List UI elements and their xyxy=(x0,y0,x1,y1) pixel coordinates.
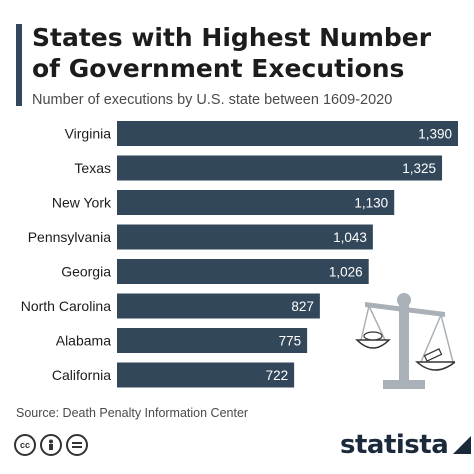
category-label: Texas xyxy=(74,160,111,176)
value-label: 1,043 xyxy=(333,230,367,245)
value-label: 1,325 xyxy=(402,161,436,176)
chart-subtitle: Number of executions by U.S. state betwe… xyxy=(32,92,393,108)
bar-georgia xyxy=(117,259,369,284)
title-accent-bar xyxy=(16,24,22,106)
no-derivatives-icon xyxy=(66,434,88,456)
bar-new-york xyxy=(117,190,395,215)
bar-alabama xyxy=(117,328,308,353)
attribution-person-icon xyxy=(40,434,62,456)
statista-logo[interactable]: statista xyxy=(340,428,473,462)
bar-chart: Virginia 1,390 Texas 1,325 New York 1,130 Penn… xyxy=(21,121,458,388)
statista-mark-icon xyxy=(453,436,472,454)
license-icons: cc xyxy=(14,434,88,456)
value-label: 1,130 xyxy=(354,196,388,211)
source-note: Source: Death Penalty Information Center xyxy=(16,406,249,420)
category-label: Virginia xyxy=(65,126,112,142)
category-label: Georgia xyxy=(61,264,111,280)
category-label: California xyxy=(52,367,111,383)
category-label: Alabama xyxy=(56,333,111,349)
value-label: 1,390 xyxy=(418,127,452,142)
value-label: 775 xyxy=(279,334,302,349)
bar-virginia xyxy=(117,121,458,146)
chart-title: States with Highest Number of Government… xyxy=(32,23,432,83)
value-label: 827 xyxy=(291,299,314,314)
category-label: North Carolina xyxy=(21,298,111,314)
bar-california xyxy=(117,362,295,388)
bar-north-carolina xyxy=(117,293,320,319)
value-label: 722 xyxy=(266,368,289,383)
cc-icon: cc xyxy=(14,434,36,456)
brand-name: statista xyxy=(340,430,449,460)
bar-pennsylvania xyxy=(117,224,373,250)
bar-texas xyxy=(117,155,443,181)
category-label: New York xyxy=(52,195,112,211)
justice-scale-icon xyxy=(355,293,455,389)
category-label: Pennsylvania xyxy=(28,229,111,245)
value-label: 1,026 xyxy=(329,265,363,280)
